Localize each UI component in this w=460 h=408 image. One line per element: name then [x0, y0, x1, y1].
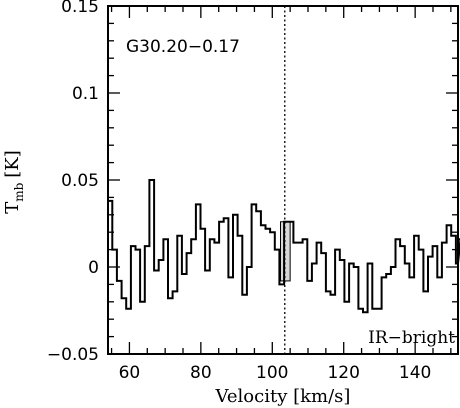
y-axis-title-main: T — [2, 202, 23, 214]
x-axis-title: Velocity [km/s] — [215, 386, 351, 407]
plot-frame — [107, 5, 459, 355]
y-tick-label: 0 — [88, 258, 99, 278]
y-axis-title: Tmb [K] — [2, 150, 26, 214]
source-label: G30.20−0.17 — [126, 37, 240, 57]
axis-ticks — [108, 5, 458, 355]
tick-labels: 60 80 100 120 140 −0.05 0 0.05 0.1 0.15 — [47, 0, 431, 383]
x-tick-label: 100 — [256, 363, 288, 383]
corner-label: IR−bright — [368, 328, 455, 348]
plot-area — [108, 6, 460, 354]
x-tick-label: 120 — [327, 363, 359, 383]
x-tick-label: 60 — [119, 363, 141, 383]
y-tick-label: −0.05 — [47, 345, 99, 365]
y-tick-label: 0.15 — [61, 0, 99, 17]
x-tick-label: 140 — [399, 363, 431, 383]
x-tick-label: 80 — [190, 363, 212, 383]
spectrum-line — [108, 179, 460, 314]
y-axis-title-sub: mb — [12, 182, 26, 201]
y-tick-label: 0.05 — [61, 171, 99, 191]
y-tick-label: 0.1 — [72, 84, 99, 104]
y-axis-title-unit: [K] — [2, 150, 23, 178]
